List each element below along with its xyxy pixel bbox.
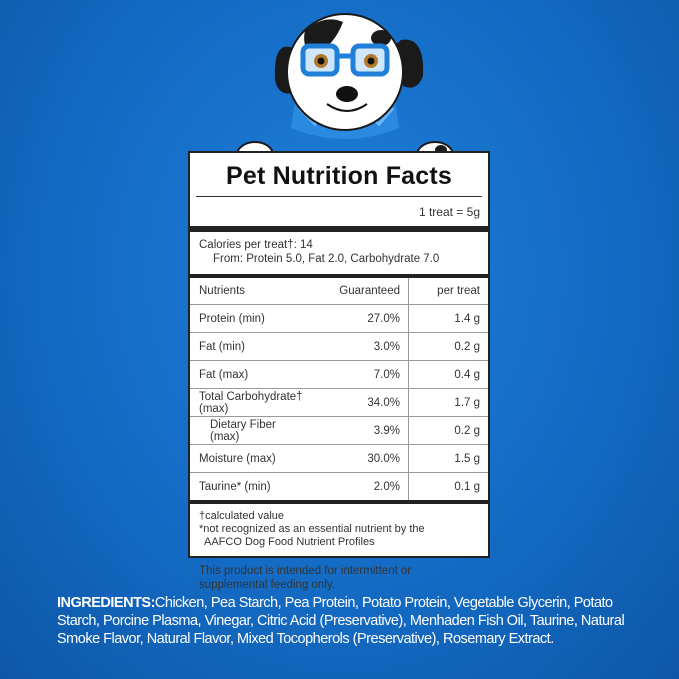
note-aafco: AAFCO Dog Food Nutrient Profiles <box>204 536 375 548</box>
header-guaranteed: Guaranteed <box>309 278 409 305</box>
note-calculated: †calculated value <box>199 510 285 522</box>
nutrient-per-treat: 1.4 g <box>408 304 488 333</box>
calories-section: Calories per treat†: 14 From: Protein 5.… <box>190 232 488 278</box>
note-not-recognized: *not recognized as an essential nutrient… <box>199 523 425 535</box>
ingredients-label: INGREDIENTS: <box>57 595 155 611</box>
intended-use-statement: This product is intended for intermitten… <box>199 565 412 591</box>
calories-line: Calories per treat†: 14 <box>199 239 313 251</box>
nutrient-guaranteed: 7.0% <box>309 360 409 389</box>
nutrient-per-treat: 1.7 g <box>408 388 488 417</box>
table-row: Total Carbohydrate† (max) 34.0% 1.7 g <box>190 388 488 417</box>
nutrient-guaranteed: 3.9% <box>309 416 409 445</box>
table-row: Moisture (max) 30.0% 1.5 g <box>190 444 488 473</box>
table-header-row: Nutrients Guaranteed per treat <box>190 278 488 305</box>
nutrient-guaranteed: 34.0% <box>309 388 409 417</box>
nutrient-guaranteed: 30.0% <box>309 444 409 473</box>
table-row: Dietary Fiber (max) 3.9% 0.2 g <box>190 416 488 445</box>
nutrient-guaranteed: 2.0% <box>309 472 409 504</box>
nutrient-per-treat: 0.2 g <box>408 416 488 445</box>
nutrient-name: Fat (min) <box>190 332 309 361</box>
table-row: Protein (min) 27.0% 1.4 g <box>190 304 488 333</box>
nutrient-per-treat: 1.5 g <box>408 444 488 473</box>
nutrient-per-treat: 0.1 g <box>408 472 488 504</box>
nutrient-name: Protein (min) <box>190 304 309 333</box>
nutrition-facts-panel: Pet Nutrition Facts 1 treat = 5g Calorie… <box>188 151 490 591</box>
nutrient-name: Moisture (max) <box>190 444 309 473</box>
calories-from: From: Protein 5.0, Fat 2.0, Carbohydrate… <box>213 253 440 265</box>
table-row: Taurine* (min) 2.0% 0.1 g <box>190 472 488 504</box>
ingredients-text: INGREDIENTS:Chicken, Pea Starch, Pea Pro… <box>57 594 632 648</box>
nutrients-table: Nutrients Guaranteed per treat Protein (… <box>190 278 488 504</box>
nutrient-guaranteed: 3.0% <box>309 332 409 361</box>
table-row: Fat (max) 7.0% 0.4 g <box>190 360 488 389</box>
serving-size: 1 treat = 5g <box>190 197 488 232</box>
header-per-treat: per treat <box>408 278 488 305</box>
dog-with-glasses-icon <box>236 13 454 169</box>
table-row: Fat (min) 3.0% 0.2 g <box>190 332 488 361</box>
nutrient-per-treat: 0.4 g <box>408 360 488 389</box>
nutrient-guaranteed: 27.0% <box>309 304 409 333</box>
nutrient-name: Total Carbohydrate† (max) <box>190 388 309 417</box>
header-nutrients: Nutrients <box>190 278 309 305</box>
nutrient-name: Taurine* (min) <box>190 472 309 504</box>
panel-title: Pet Nutrition Facts <box>196 153 482 197</box>
footnotes: †calculated value *not recognized as an … <box>190 504 488 557</box>
nutrient-per-treat: 0.2 g <box>408 332 488 361</box>
nutrient-name: Fat (max) <box>190 360 309 389</box>
ingredients-list: Chicken, Pea Starch, Pea Protein, Potato… <box>57 595 625 647</box>
nutrient-name: Dietary Fiber (max) <box>190 416 309 445</box>
